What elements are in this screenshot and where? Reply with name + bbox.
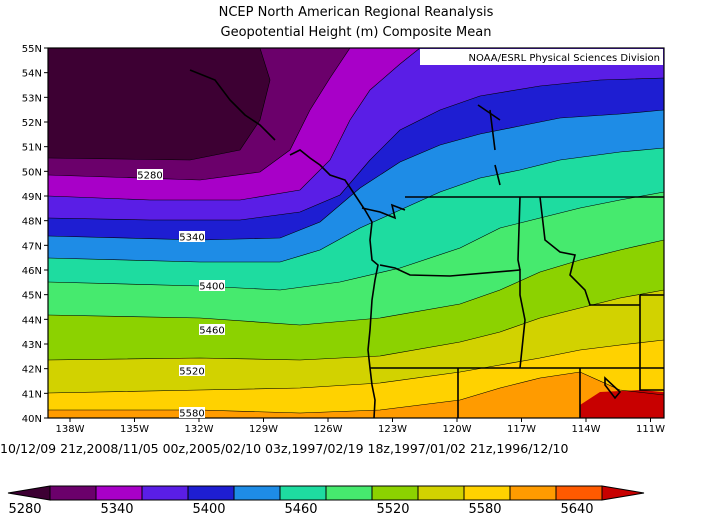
- longitude-axis: 138W 135W 132W 129W 126W 123W 120W 117W 114W 111W: [56, 418, 665, 435]
- lat-tick-label: 47N: [22, 241, 42, 252]
- lon-tick-label: 111W: [636, 424, 665, 435]
- lat-tick-label: 51N: [22, 143, 42, 154]
- contour-label-box: [199, 280, 225, 291]
- colorbar-label: 5580: [468, 502, 501, 517]
- contour-label-box: [179, 231, 205, 242]
- colorbar-segment: [555, 485, 603, 501]
- colorbar-segment: [95, 485, 143, 501]
- lat-tick-label: 50N: [22, 167, 42, 178]
- lon-tick-label: 120W: [443, 424, 472, 435]
- lat-tick-label: 54N: [22, 69, 42, 80]
- colorbar-segment: [187, 485, 235, 501]
- colorbar-segment: [233, 485, 281, 501]
- colorbar-segment: [509, 485, 557, 501]
- chart-subtitle: Geopotential Height (m) Composite Mean: [221, 25, 492, 40]
- colorbar-label: 5640: [560, 502, 593, 517]
- lat-tick-label: 41N: [22, 389, 42, 400]
- lon-tick-label: 114W: [572, 424, 601, 435]
- colorbar-segment: [49, 485, 97, 501]
- contour-label-box: [199, 324, 225, 335]
- chart-title: NCEP North American Regional Reanalysis: [219, 5, 494, 20]
- composite-dates: 10/12/09 21z,2008/11/05 00z,2005/02/10 0…: [0, 441, 568, 456]
- colorbar-label: 5340: [100, 502, 133, 517]
- contour-label: 5340: [179, 233, 204, 244]
- latitude-axis: 55N 54N 53N 52N 51N 50N 49N 48N 47N 46N 45N 44N 43N 4…: [22, 44, 48, 425]
- colorbar-segment: [371, 485, 419, 501]
- colorbar-label: 5460: [284, 502, 317, 517]
- contour-label: 5280: [137, 171, 162, 182]
- lat-tick-label: 52N: [22, 118, 42, 129]
- colorbar-segment: [463, 485, 511, 501]
- contour-labels: 5280 5340 5400 5460 5520 5580: [137, 169, 225, 420]
- colorbar-label: 5280: [8, 502, 41, 517]
- lon-tick-label: 132W: [185, 424, 214, 435]
- contour-label-box: [137, 169, 163, 180]
- colorbar-labels: 5280 5340 5400 5460 5520 5580 5640: [8, 502, 593, 517]
- colorbar-segment: [279, 485, 327, 501]
- lat-tick-label: 40N: [22, 414, 42, 425]
- lat-tick-label: 48N: [22, 217, 42, 228]
- contour-label: 5580: [179, 409, 204, 420]
- map-frame: [47, 47, 665, 419]
- lon-tick-label: 129W: [249, 424, 278, 435]
- lat-tick-label: 44N: [22, 315, 42, 326]
- lon-tick-label: 135W: [120, 424, 149, 435]
- colorbar-segment: [141, 485, 189, 501]
- colorbar-right-arrow: [601, 485, 645, 501]
- lat-tick-label: 53N: [22, 93, 42, 104]
- colorbar: [7, 485, 645, 501]
- contour-label-box: [179, 407, 205, 418]
- colorbar-segment: [325, 485, 373, 501]
- credit-label: NOAA/ESRL Physical Sciences Division: [469, 53, 661, 64]
- colorbar-label: 5520: [376, 502, 409, 517]
- lat-tick-label: 43N: [22, 340, 42, 351]
- lat-tick-label: 42N: [22, 365, 42, 376]
- lat-tick-label: 55N: [22, 44, 42, 55]
- map-panel: [48, 48, 664, 418]
- colorbar-label: 5400: [192, 502, 225, 517]
- contour-label: 5520: [179, 367, 204, 378]
- lon-tick-label: 126W: [314, 424, 343, 435]
- colorbar-segment: [417, 485, 465, 501]
- lat-tick-label: 46N: [22, 266, 42, 277]
- lat-tick-label: 45N: [22, 291, 42, 302]
- contour-label: 5400: [199, 282, 224, 293]
- credit-box: [420, 49, 663, 65]
- lat-tick-label: 49N: [22, 192, 42, 203]
- lon-tick-label: 123W: [378, 424, 407, 435]
- contour-label: 5460: [199, 326, 224, 337]
- colorbar-left-arrow: [7, 485, 51, 501]
- contour-label-box: [179, 365, 205, 376]
- lon-tick-label: 138W: [56, 424, 85, 435]
- lon-tick-label: 117W: [507, 424, 536, 435]
